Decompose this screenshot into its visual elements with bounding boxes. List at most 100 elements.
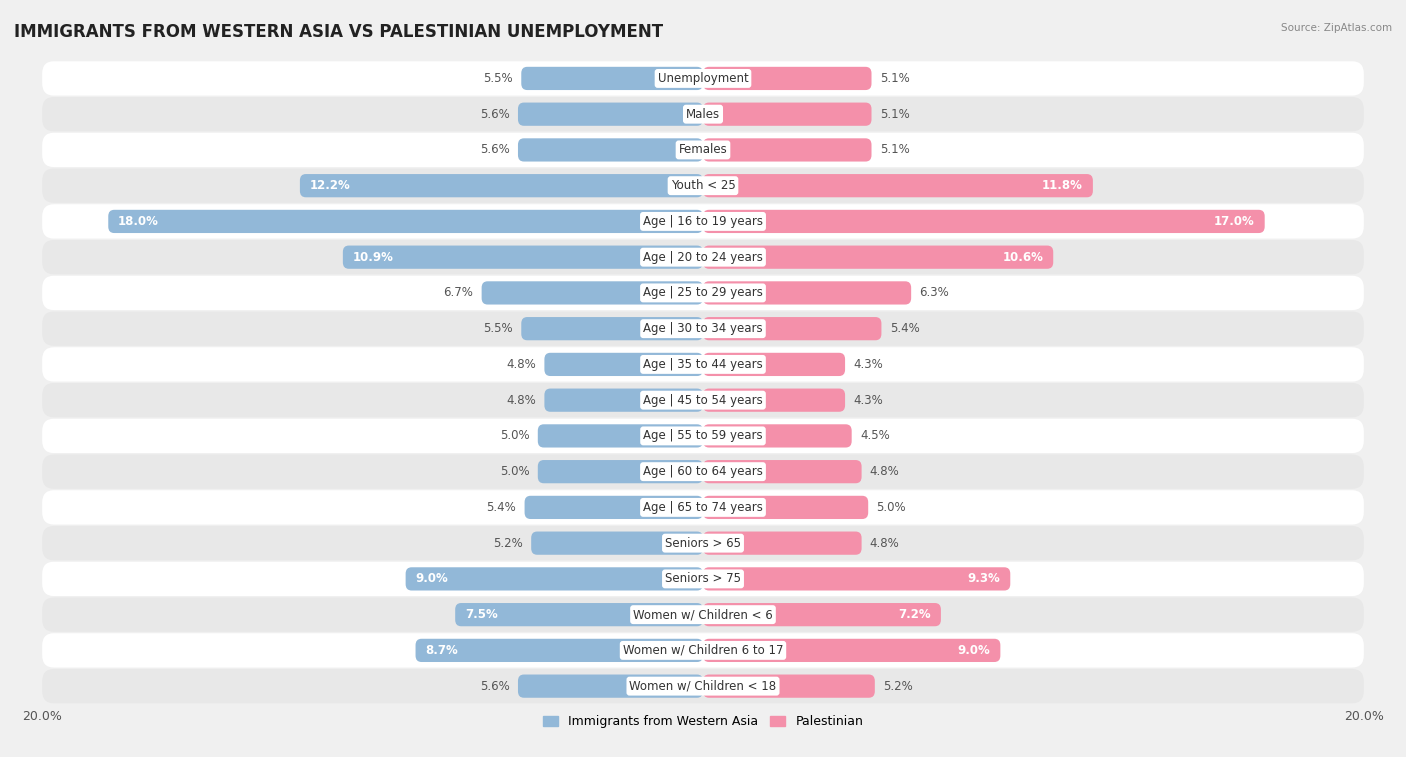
FancyBboxPatch shape bbox=[299, 174, 703, 198]
Text: 4.3%: 4.3% bbox=[853, 358, 883, 371]
Text: Age | 30 to 34 years: Age | 30 to 34 years bbox=[643, 322, 763, 335]
FancyBboxPatch shape bbox=[703, 567, 1011, 590]
Text: 4.8%: 4.8% bbox=[506, 394, 536, 407]
FancyBboxPatch shape bbox=[703, 245, 1053, 269]
Text: 10.9%: 10.9% bbox=[353, 251, 394, 263]
FancyBboxPatch shape bbox=[42, 669, 1364, 703]
FancyBboxPatch shape bbox=[42, 491, 1364, 525]
Text: 5.5%: 5.5% bbox=[484, 72, 513, 85]
FancyBboxPatch shape bbox=[405, 567, 703, 590]
Text: 4.5%: 4.5% bbox=[860, 429, 890, 442]
Text: Unemployment: Unemployment bbox=[658, 72, 748, 85]
Text: 7.2%: 7.2% bbox=[898, 608, 931, 621]
Text: Seniors > 65: Seniors > 65 bbox=[665, 537, 741, 550]
Text: 5.1%: 5.1% bbox=[880, 72, 910, 85]
FancyBboxPatch shape bbox=[42, 276, 1364, 310]
Text: 5.4%: 5.4% bbox=[486, 501, 516, 514]
FancyBboxPatch shape bbox=[703, 603, 941, 626]
Text: Age | 25 to 29 years: Age | 25 to 29 years bbox=[643, 286, 763, 300]
Text: 7.5%: 7.5% bbox=[465, 608, 498, 621]
Text: 10.6%: 10.6% bbox=[1002, 251, 1043, 263]
Text: Age | 60 to 64 years: Age | 60 to 64 years bbox=[643, 465, 763, 478]
FancyBboxPatch shape bbox=[703, 460, 862, 483]
FancyBboxPatch shape bbox=[42, 526, 1364, 560]
Text: 5.0%: 5.0% bbox=[501, 465, 530, 478]
Text: 5.0%: 5.0% bbox=[876, 501, 905, 514]
Legend: Immigrants from Western Asia, Palestinian: Immigrants from Western Asia, Palestinia… bbox=[537, 710, 869, 733]
FancyBboxPatch shape bbox=[531, 531, 703, 555]
FancyBboxPatch shape bbox=[482, 282, 703, 304]
Text: 17.0%: 17.0% bbox=[1213, 215, 1254, 228]
FancyBboxPatch shape bbox=[703, 102, 872, 126]
FancyBboxPatch shape bbox=[703, 496, 868, 519]
FancyBboxPatch shape bbox=[42, 454, 1364, 489]
Text: Women w/ Children < 18: Women w/ Children < 18 bbox=[630, 680, 776, 693]
Text: Age | 65 to 74 years: Age | 65 to 74 years bbox=[643, 501, 763, 514]
Text: IMMIGRANTS FROM WESTERN ASIA VS PALESTINIAN UNEMPLOYMENT: IMMIGRANTS FROM WESTERN ASIA VS PALESTIN… bbox=[14, 23, 664, 41]
FancyBboxPatch shape bbox=[544, 353, 703, 376]
Text: 8.7%: 8.7% bbox=[426, 644, 458, 657]
Text: 5.5%: 5.5% bbox=[484, 322, 513, 335]
FancyBboxPatch shape bbox=[703, 531, 862, 555]
Text: Source: ZipAtlas.com: Source: ZipAtlas.com bbox=[1281, 23, 1392, 33]
Text: 5.6%: 5.6% bbox=[479, 680, 510, 693]
Text: 9.3%: 9.3% bbox=[967, 572, 1001, 585]
Text: 5.2%: 5.2% bbox=[494, 537, 523, 550]
FancyBboxPatch shape bbox=[524, 496, 703, 519]
FancyBboxPatch shape bbox=[703, 388, 845, 412]
Text: 5.1%: 5.1% bbox=[880, 143, 910, 157]
Text: 12.2%: 12.2% bbox=[309, 179, 350, 192]
FancyBboxPatch shape bbox=[42, 597, 1364, 632]
Text: Age | 20 to 24 years: Age | 20 to 24 years bbox=[643, 251, 763, 263]
FancyBboxPatch shape bbox=[522, 67, 703, 90]
FancyBboxPatch shape bbox=[42, 562, 1364, 596]
Text: 11.8%: 11.8% bbox=[1042, 179, 1083, 192]
FancyBboxPatch shape bbox=[517, 674, 703, 698]
FancyBboxPatch shape bbox=[42, 61, 1364, 95]
Text: 6.7%: 6.7% bbox=[443, 286, 474, 300]
FancyBboxPatch shape bbox=[456, 603, 703, 626]
Text: Females: Females bbox=[679, 143, 727, 157]
Text: Seniors > 75: Seniors > 75 bbox=[665, 572, 741, 585]
Text: 18.0%: 18.0% bbox=[118, 215, 159, 228]
Text: 4.8%: 4.8% bbox=[506, 358, 536, 371]
FancyBboxPatch shape bbox=[544, 388, 703, 412]
FancyBboxPatch shape bbox=[703, 674, 875, 698]
Text: Youth < 25: Youth < 25 bbox=[671, 179, 735, 192]
Text: 5.2%: 5.2% bbox=[883, 680, 912, 693]
FancyBboxPatch shape bbox=[343, 245, 703, 269]
FancyBboxPatch shape bbox=[42, 169, 1364, 203]
FancyBboxPatch shape bbox=[42, 347, 1364, 382]
FancyBboxPatch shape bbox=[517, 102, 703, 126]
FancyBboxPatch shape bbox=[108, 210, 703, 233]
Text: 9.0%: 9.0% bbox=[957, 644, 990, 657]
FancyBboxPatch shape bbox=[42, 132, 1364, 167]
FancyBboxPatch shape bbox=[42, 240, 1364, 274]
Text: Age | 45 to 54 years: Age | 45 to 54 years bbox=[643, 394, 763, 407]
Text: 5.1%: 5.1% bbox=[880, 107, 910, 120]
FancyBboxPatch shape bbox=[703, 353, 845, 376]
FancyBboxPatch shape bbox=[517, 139, 703, 161]
Text: Age | 16 to 19 years: Age | 16 to 19 years bbox=[643, 215, 763, 228]
Text: 4.8%: 4.8% bbox=[870, 465, 900, 478]
Text: 6.3%: 6.3% bbox=[920, 286, 949, 300]
FancyBboxPatch shape bbox=[703, 282, 911, 304]
FancyBboxPatch shape bbox=[703, 317, 882, 341]
FancyBboxPatch shape bbox=[522, 317, 703, 341]
Text: 5.6%: 5.6% bbox=[479, 143, 510, 157]
FancyBboxPatch shape bbox=[416, 639, 703, 662]
Text: Males: Males bbox=[686, 107, 720, 120]
FancyBboxPatch shape bbox=[537, 424, 703, 447]
Text: Women w/ Children < 6: Women w/ Children < 6 bbox=[633, 608, 773, 621]
FancyBboxPatch shape bbox=[537, 460, 703, 483]
FancyBboxPatch shape bbox=[42, 419, 1364, 453]
Text: 4.8%: 4.8% bbox=[870, 537, 900, 550]
FancyBboxPatch shape bbox=[703, 139, 872, 161]
Text: Age | 55 to 59 years: Age | 55 to 59 years bbox=[643, 429, 763, 442]
Text: 5.4%: 5.4% bbox=[890, 322, 920, 335]
Text: Women w/ Children 6 to 17: Women w/ Children 6 to 17 bbox=[623, 644, 783, 657]
FancyBboxPatch shape bbox=[42, 204, 1364, 238]
Text: 4.3%: 4.3% bbox=[853, 394, 883, 407]
Text: 9.0%: 9.0% bbox=[416, 572, 449, 585]
FancyBboxPatch shape bbox=[703, 174, 1092, 198]
